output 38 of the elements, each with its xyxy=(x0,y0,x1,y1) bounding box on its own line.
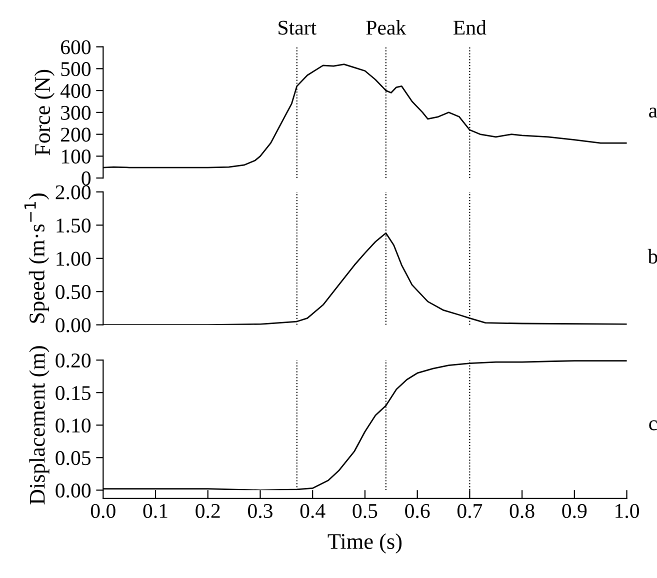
x-tick-label: 0.4 xyxy=(300,504,326,518)
x-tick-label: 1.0 xyxy=(616,504,640,518)
x-tick-label: 0.6 xyxy=(405,504,430,518)
y-tick-label: 0.15 xyxy=(56,386,91,400)
ref-line-label: End xyxy=(454,20,486,35)
text: a xyxy=(649,108,657,118)
ref-line-label: Start xyxy=(278,20,316,35)
x-tick-label: 0.8 xyxy=(510,504,534,518)
y-tick-label: 0.00 xyxy=(56,484,91,498)
text: c xyxy=(649,420,657,430)
y-tick-label: 2.00 xyxy=(56,185,91,200)
y-tick-label: 0.00 xyxy=(56,318,91,332)
x-tick-label: 0.2 xyxy=(196,504,220,518)
x-tick-label: 0.5 xyxy=(352,504,378,518)
y-tick-label: 400 xyxy=(60,84,91,98)
x-tick-label: 0.7 xyxy=(457,504,482,518)
y-tick-label: 0.50 xyxy=(56,284,91,300)
y-tick-label: 100 xyxy=(62,150,91,164)
y-tick-label: 0.10 xyxy=(56,418,91,433)
y-axis-title: Speed (m·s$^{−1}$) xyxy=(24,193,50,323)
ref-line-label: Peak xyxy=(366,20,406,35)
y-tick-label: 600 xyxy=(60,40,91,54)
x-tick-label: 0.9 xyxy=(562,504,587,518)
x-tick-label: 0.1 xyxy=(143,504,168,518)
y-axis-title: Displacement (m) xyxy=(29,346,50,504)
y-tick-label: 0 xyxy=(82,171,91,186)
y-tick-label: 0.05 xyxy=(56,451,91,466)
y-tick-label: 300 xyxy=(61,106,91,120)
y-axis-title: Force (N) xyxy=(34,70,55,156)
y-tick-label: 1.50 xyxy=(56,218,91,233)
text: b xyxy=(648,248,657,264)
y-tick-label: 1.00 xyxy=(56,252,91,266)
x-tick-label: 0.3 xyxy=(248,504,272,518)
y-tick-label: 200 xyxy=(61,128,91,142)
x-tick-label: 0.0 xyxy=(90,504,116,518)
x-axis-title: Time (s) xyxy=(328,533,402,554)
y-tick-label: 500 xyxy=(61,62,91,76)
y-tick-label: 0.20 xyxy=(56,353,91,368)
